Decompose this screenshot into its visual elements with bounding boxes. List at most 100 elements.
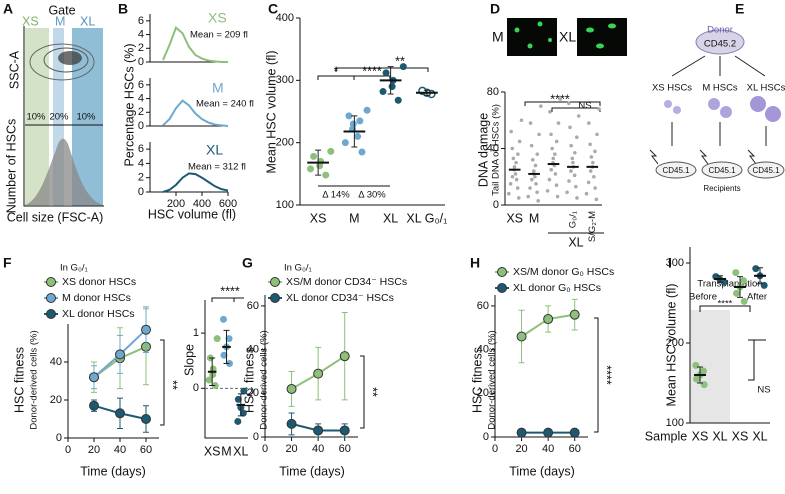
point [588, 169, 593, 173]
legend-label: XS donor HSCs [62, 276, 136, 288]
cell [750, 96, 766, 112]
axis-title: Time (days) [279, 464, 345, 478]
x-tick-label: M [529, 211, 539, 225]
y-tick-label: 300 [276, 74, 294, 86]
cell [720, 106, 732, 118]
y-tick-label: 100 [666, 417, 684, 429]
point [209, 371, 217, 379]
x-tick-label: 20 [515, 443, 527, 455]
contour [58, 51, 82, 65]
point [571, 160, 575, 165]
x-tick-label: 40 [312, 443, 324, 455]
point [89, 372, 99, 383]
significance: ** [166, 380, 180, 390]
y-tick-label: 200 [666, 337, 684, 349]
panel-letter: D [490, 1, 500, 17]
comet-image [507, 18, 557, 56]
point [382, 69, 390, 77]
point [574, 135, 579, 139]
point [211, 382, 219, 390]
cell [765, 106, 781, 122]
gate-label: M [55, 14, 65, 28]
y-tick-label: 1 [193, 327, 199, 339]
point [752, 265, 760, 273]
point [543, 427, 554, 438]
point [327, 147, 335, 155]
panel-letter: I [668, 255, 672, 271]
recipients-label: Recipients [703, 184, 740, 193]
point [339, 425, 350, 436]
point [551, 156, 556, 161]
delta-label: Δ 14% [322, 190, 350, 201]
y-tick-label: 4 [138, 28, 144, 40]
axis-title: HSC fitness [470, 347, 484, 413]
point [569, 309, 580, 320]
point [511, 156, 516, 161]
histogram [25, 138, 103, 205]
y-tick-label: 4 [138, 157, 144, 169]
group-label: Before [689, 292, 717, 303]
delta-label: Δ 30% [358, 190, 386, 201]
axis-title: Donor-derived cells (%) [487, 330, 498, 429]
x-tick-label: 40 [542, 443, 554, 455]
recipient-marker: CD45.1 [662, 166, 690, 175]
point [213, 335, 221, 343]
point [537, 132, 541, 137]
recipient-marker: CD45.1 [752, 166, 780, 175]
x-tick-label: M [349, 211, 359, 225]
donor-mouse [695, 29, 745, 55]
point [535, 152, 540, 156]
point [553, 152, 557, 156]
contour [43, 47, 89, 73]
panel-letters: A B C D E F G H I [3, 1, 744, 271]
contour [29, 43, 95, 81]
point [526, 194, 531, 199]
point [549, 132, 553, 137]
donor-label: Donor [707, 25, 733, 36]
axis-title: Mean HSC volume (fl) [664, 284, 678, 407]
axis-title: Cell size (FSC-A) [7, 210, 104, 224]
panel-letter: B [118, 1, 128, 17]
point [530, 158, 535, 162]
axis-title: Donor-derived cells (%) [29, 330, 40, 429]
gate-title: Gate [48, 3, 75, 17]
point [574, 184, 578, 189]
point [587, 121, 591, 125]
significance-bracket [160, 339, 165, 426]
point [569, 169, 573, 173]
x-tick-label: M [221, 444, 231, 458]
point [528, 186, 532, 190]
y-tick-label: 200 [276, 137, 294, 149]
axis-title: HSC volume (fl) [148, 207, 236, 221]
y-tick-label: 40 [487, 142, 499, 154]
y-tick-label: 300 [666, 257, 684, 269]
cell [708, 98, 720, 110]
point [515, 186, 520, 190]
point [115, 408, 125, 419]
point [209, 365, 217, 373]
point [205, 376, 213, 384]
significance-bracket [211, 297, 244, 302]
point [597, 107, 601, 111]
x-tick-label: 20 [88, 444, 100, 456]
y-tick-label: 0 [138, 56, 144, 68]
point [536, 198, 540, 203]
point [584, 191, 589, 196]
point [565, 190, 569, 195]
y-tick-label: 4 [138, 92, 144, 104]
y-tick-label: 0 [138, 186, 144, 198]
point [589, 155, 594, 159]
significance-bracket [317, 67, 429, 80]
panel-letter: E [735, 1, 744, 17]
point [760, 281, 768, 289]
legend-label: XS/M donor G₀ HSCs [513, 266, 614, 278]
y-tick-label: 0 [493, 199, 499, 211]
image-label: M [492, 29, 504, 45]
point [354, 132, 362, 140]
point [595, 132, 599, 137]
point [568, 125, 572, 130]
significance-bracket [360, 355, 365, 429]
point [547, 177, 552, 182]
axis [299, 18, 445, 206]
